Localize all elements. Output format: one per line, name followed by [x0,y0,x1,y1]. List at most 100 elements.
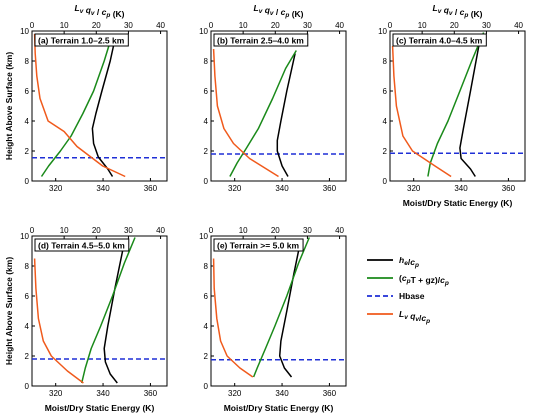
top-x-tick-label: 20 [271,21,280,30]
top-x-tick-label: 40 [514,21,523,30]
top-x-tick-label: 20 [271,226,280,235]
panel-title: (b) Terrain 2.5–4.0 km [217,36,304,46]
panel-title-box [392,33,487,47]
y-tick-label: 10 [378,27,387,36]
top-x-tick-label: 40 [335,21,344,30]
y-tick-label: 10 [199,27,208,36]
y-tick-label: 4 [204,117,209,126]
top-axis-label: Lv qv / cp (K) [432,3,482,19]
panel-title-box [213,238,304,252]
top-x-tick-label: 10 [239,226,248,235]
top-x-tick-label: 0 [209,226,214,235]
top-x-tick-label: 20 [92,226,101,235]
plot-frame [210,235,347,387]
series-he [459,45,480,177]
y-tick-label: 2 [204,147,209,156]
series-dse [252,237,310,378]
y-tick-label: 0 [25,382,30,391]
y-tick-label: 2 [25,352,30,361]
series-he [278,238,302,378]
y-tick-label: 10 [20,232,29,241]
top-x-tick-label: 0 [30,226,35,235]
panel-title-box [34,238,130,252]
series-dse [40,33,114,177]
x-tick-label: 360 [323,184,337,193]
y-tick-label: 4 [25,117,30,126]
series-he [91,33,117,177]
top-x-tick-label: 30 [303,226,312,235]
x-tick-label: 340 [96,389,110,398]
left-axis-label: Height Above Surface (km) [4,52,14,160]
series-he [103,247,124,384]
legend-label-hbase: Hbase [399,291,425,301]
plot-frame [210,30,347,182]
y-tick-label: 6 [25,292,30,301]
series-lq [33,258,84,384]
bottom-axis-label: Moist/Dry Static Energy (K) [403,198,513,208]
panel-title-box [34,33,129,47]
y-tick-label: 4 [383,117,388,126]
y-tick-label: 8 [383,57,388,66]
panel-title: (c) Terrain 4.0–4.5 km [396,36,483,46]
y-tick-label: 2 [204,352,209,361]
bottom-axis-label: Moist/Dry Static Energy (K) [224,403,334,413]
top-x-tick-label: 20 [450,21,459,30]
top-x-tick-label: 10 [60,226,69,235]
x-tick-label: 320 [407,184,421,193]
panel-title: (a) Terrain 1.0–2.5 km [38,36,125,46]
y-tick-label: 8 [204,262,209,271]
top-x-tick-label: 40 [156,226,165,235]
x-tick-label: 320 [228,389,242,398]
x-tick-label: 340 [275,389,289,398]
top-x-tick-label: 0 [30,21,35,30]
top-x-tick-label: 20 [92,21,101,30]
top-x-tick-label: 30 [303,21,312,30]
series-dse [80,237,136,384]
top-x-tick-label: 40 [156,21,165,30]
y-tick-label: 0 [25,177,30,186]
legend: he/cp (cpT + gz)/cp Hbase Lv qv/cp [367,255,449,325]
series-he [276,53,296,177]
series-dse [427,32,485,177]
panel-title: (e) Terrain >= 5.0 km [217,241,299,251]
series-dse [229,50,297,177]
panel-title-box [213,33,309,47]
y-tick-label: 8 [204,57,209,66]
left-axis-label: Height Above Surface (km) [4,257,14,365]
y-tick-label: 4 [25,322,30,331]
top-axis-label: Lv qv / cp (K) [74,3,124,19]
y-tick-label: 10 [20,27,29,36]
x-tick-label: 360 [502,184,516,193]
top-x-tick-label: 30 [124,21,133,30]
legend-label-lq: Lv qv/cp [399,309,430,325]
y-tick-label: 0 [204,177,209,186]
x-tick-label: 360 [323,389,337,398]
top-x-tick-label: 10 [60,21,69,30]
top-x-tick-label: 30 [124,226,133,235]
legend-label-he: he/cp [399,255,419,269]
plot-frame [31,235,168,387]
y-tick-label: 6 [204,292,209,301]
y-tick-label: 0 [204,382,209,391]
y-tick-label: 6 [25,87,30,96]
panel-title: (d) Terrain 4.5–5.0 km [38,241,125,251]
y-tick-label: 8 [25,262,30,271]
x-tick-label: 340 [454,184,468,193]
x-tick-label: 320 [49,184,63,193]
plot-frame [31,30,168,182]
top-x-tick-label: 10 [239,21,248,30]
y-tick-label: 6 [204,87,209,96]
top-x-tick-label: 10 [418,21,427,30]
series-lq [212,258,254,378]
x-tick-label: 320 [49,389,63,398]
x-tick-label: 360 [144,184,158,193]
y-tick-label: 6 [383,87,388,96]
top-x-tick-label: 0 [388,21,393,30]
y-tick-label: 8 [25,57,30,66]
plot-frame [389,30,526,182]
y-tick-label: 2 [25,147,30,156]
